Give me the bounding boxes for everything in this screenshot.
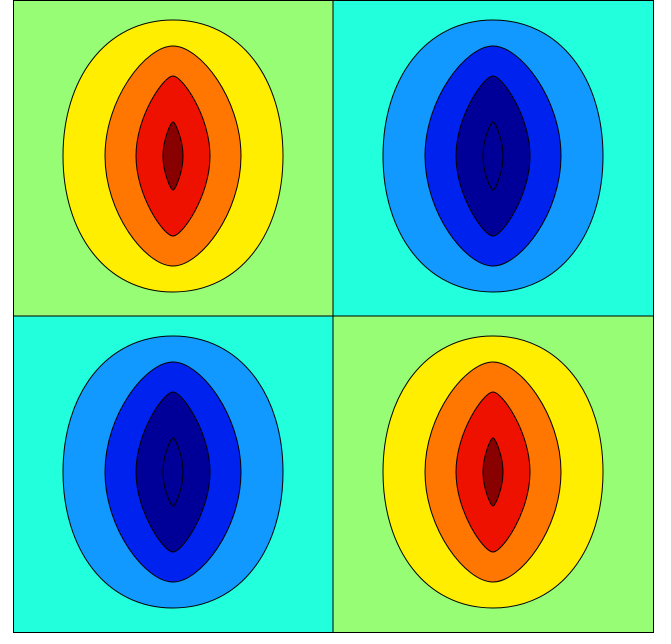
plot-frame bbox=[13, 0, 654, 633]
contour-level bbox=[162, 437, 184, 507]
contour-level bbox=[482, 437, 504, 507]
contour-level bbox=[162, 121, 184, 191]
contour-level bbox=[482, 121, 504, 191]
